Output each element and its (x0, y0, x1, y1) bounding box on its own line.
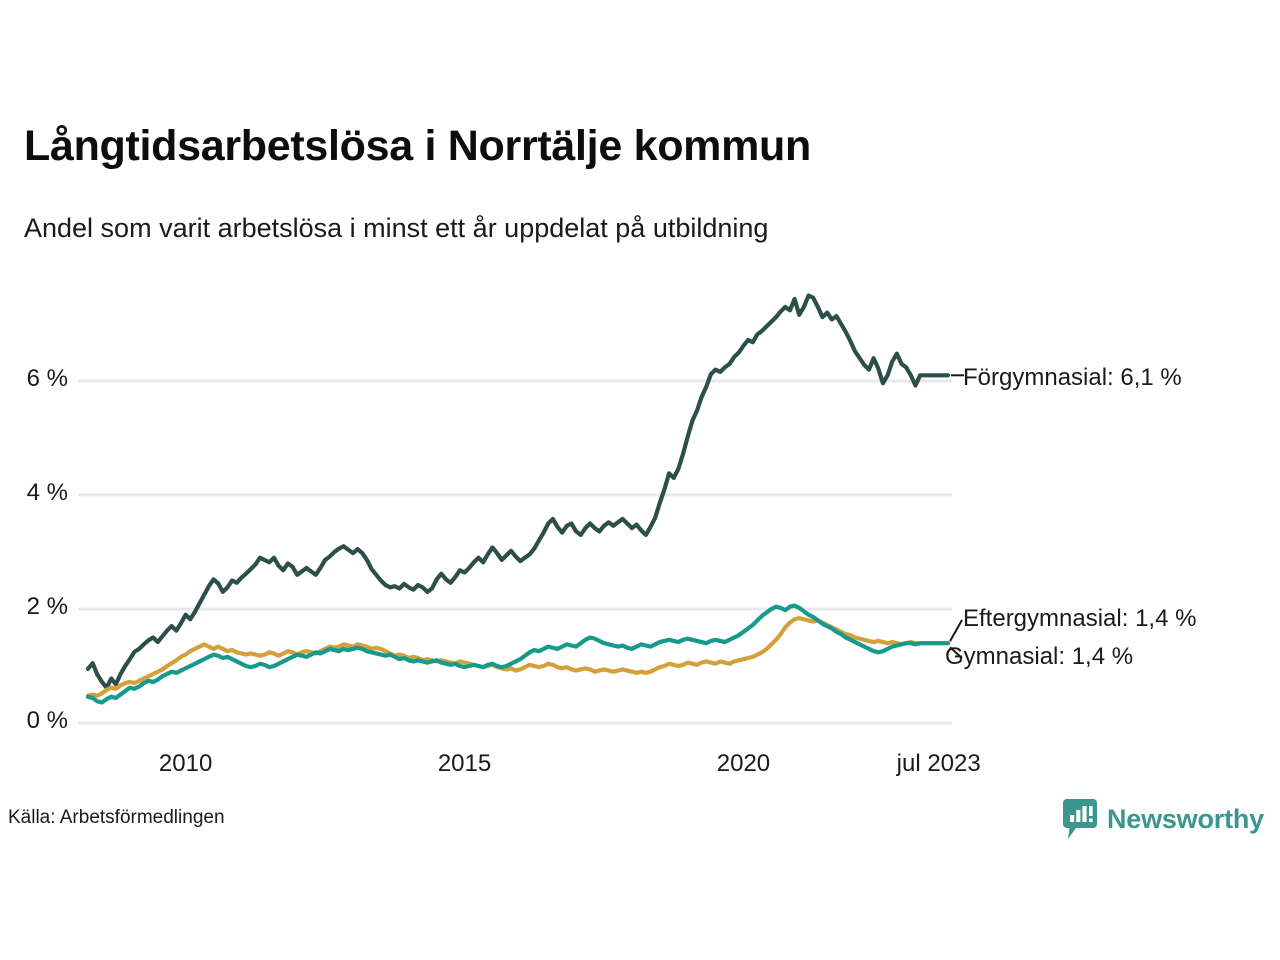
newsworthy-wordmark: Newsworthy (1106, 803, 1264, 834)
x-axis-tick-label: 2020 (716, 750, 771, 777)
y-axis-tick-label: 4 % (26, 479, 68, 506)
series-line-eftergymnasial (85, 603, 951, 705)
newsworthy-bubble-chart-icon (1062, 798, 1098, 840)
series-label-forgymnasial: Förgymnasial: 6,1 % (963, 364, 1182, 391)
page-subtitle: Andel som varit arbetslösa i minst ett å… (24, 213, 769, 243)
series-lines (85, 293, 951, 705)
leader-line (949, 619, 963, 642)
series-line-förgymnasial (85, 293, 951, 690)
y-axis-tick-label: 0 % (26, 707, 68, 734)
series-line-gymnasial (85, 616, 951, 698)
series-label-gymnasial: Gymnasial: 1,4 % (945, 643, 1134, 670)
x-axis-tick-label: 2015 (437, 750, 492, 777)
leader-line (949, 646, 963, 659)
newsworthy-logo: Newsworthy (1062, 798, 1264, 840)
page-title: Långtidsarbetslösa i Norrtälje kommun (24, 122, 811, 170)
y-axis-tick-label: 6 % (26, 365, 68, 392)
x-axis-tick-label: jul 2023 (896, 750, 981, 777)
source-note: Källa: Arbetsförmedlingen (8, 807, 225, 828)
label-leader-lines (949, 374, 964, 659)
y-axis-tick-label: 2 % (26, 593, 68, 620)
series-label-eftergymnasial: Eftergymnasial: 1,4 % (963, 605, 1197, 632)
gridlines (78, 379, 952, 725)
x-axis-tick-label: 2010 (158, 750, 213, 777)
